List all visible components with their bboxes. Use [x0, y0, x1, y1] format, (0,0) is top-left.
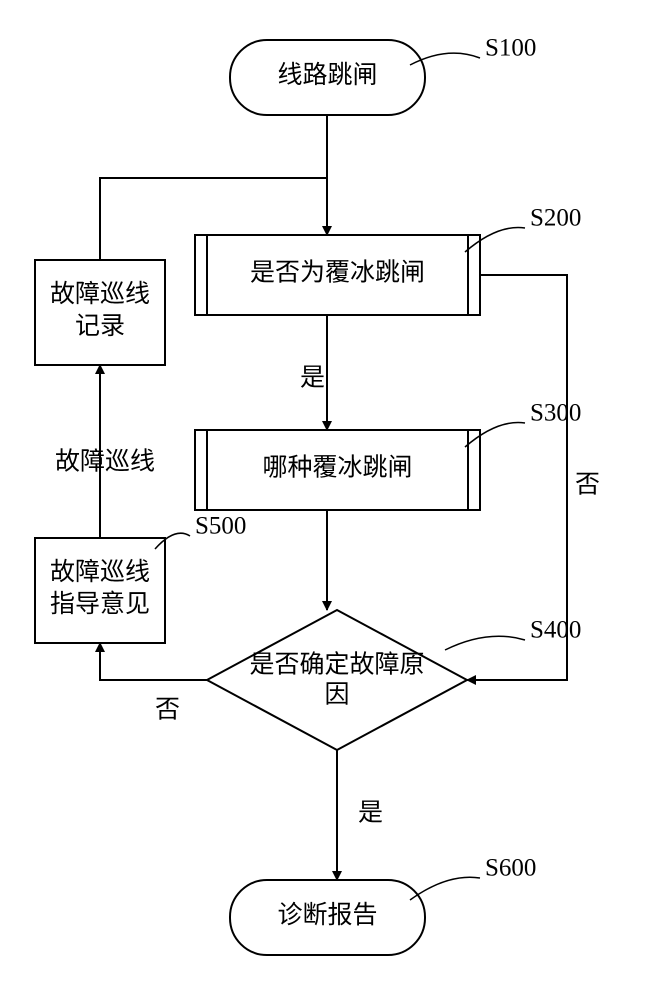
edge-e6_no_s400 [100, 643, 207, 680]
node-s200: 是否为覆冰跳闸 [195, 235, 480, 315]
callout-label: S500 [195, 513, 246, 540]
edge-label-e4: 是 [358, 800, 383, 827]
node-label: 诊断报告 [277, 901, 377, 929]
callout-label: S600 [485, 855, 536, 882]
node-label: 哪种覆冰跳闸 [262, 454, 412, 482]
node-s500: 故障巡线指导意见 [35, 538, 165, 643]
node-s100: 线路跳闸 [230, 40, 425, 115]
edge-label-e5_no_s200: 否 [575, 472, 600, 499]
svg-text:因: 因 [324, 682, 349, 709]
callout-label: S100 [485, 35, 536, 62]
edge-label-e7_s500_record: 故障巡线 [55, 448, 155, 476]
node-s600: 诊断报告 [230, 880, 425, 955]
edge-label-e2: 是 [300, 365, 325, 392]
node-label: 是否为覆冰跳闸 [250, 259, 425, 287]
edge-label-e6_no_s400: 否 [155, 697, 180, 724]
callout-leader [445, 636, 525, 650]
callout-label: S400 [530, 617, 581, 644]
callout-leader [410, 877, 480, 900]
flowchart-canvas: 是是否否故障巡线线路跳闸S100是否为覆冰跳闸S200哪种覆冰跳闸S300是否确… [0, 0, 659, 1000]
callout-label: S200 [530, 205, 581, 232]
node-label: 线路跳闸 [277, 61, 377, 89]
svg-text:故障巡线: 故障巡线 [50, 280, 150, 308]
svg-text:是否确定故障原: 是否确定故障原 [249, 651, 424, 679]
node-record: 故障巡线记录 [35, 260, 165, 365]
svg-text:指导意见: 指导意见 [50, 590, 150, 618]
svg-text:记录: 记录 [75, 313, 125, 340]
svg-text:故障巡线: 故障巡线 [50, 558, 150, 586]
callout-label: S300 [530, 400, 581, 427]
node-s400: 是否确定故障原因 [207, 610, 467, 750]
node-s300: 哪种覆冰跳闸 [195, 430, 480, 510]
